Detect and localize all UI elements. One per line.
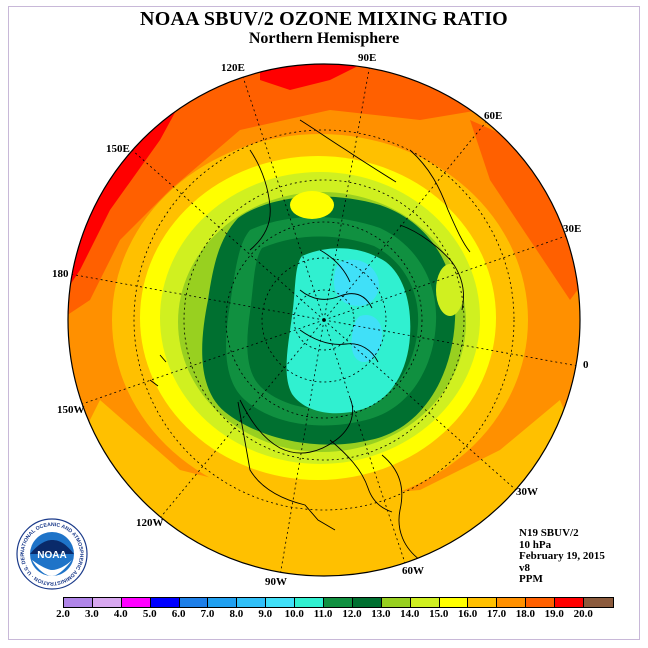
color-scale-label: 20.0 <box>573 608 593 620</box>
lon-label-30w: 30W <box>516 486 538 498</box>
color-scale-label: 5.0 <box>142 608 157 620</box>
info-block: N19 SBUV/2 10 hPa February 19, 2015 v8 P… <box>519 527 605 586</box>
page-title: NOAA SBUV/2 OZONE MIXING RATIO <box>140 8 508 30</box>
color-scale-label: 13.0 <box>371 608 391 620</box>
color-swatch <box>121 598 151 607</box>
lon-label-120w: 120W <box>136 517 164 529</box>
lon-label-150e: 150E <box>106 143 130 155</box>
logo-text: NOAA <box>37 550 66 561</box>
color-swatch <box>439 598 469 607</box>
color-scale-label: 14.0 <box>400 608 420 620</box>
color-scale-label: 10.0 <box>284 608 304 620</box>
page-subtitle: Northern Hemisphere <box>248 30 400 47</box>
color-swatch <box>352 598 382 607</box>
info-pressure: 10 hPa <box>519 538 552 551</box>
color-swatch <box>497 598 527 607</box>
lon-label-90w: 90W <box>265 576 287 588</box>
color-scale-label: 16.0 <box>457 608 478 620</box>
color-scale-label: 6.0 <box>171 608 186 620</box>
noaa-logo-icon: NATIONAL OCEANIC AND ATMOSPHERIC ADMINIS… <box>16 518 88 590</box>
info-date: February 19, 2015 <box>519 550 605 562</box>
color-scale-label: 7.0 <box>200 608 215 620</box>
color-swatch <box>468 598 498 607</box>
color-swatch <box>324 598 353 607</box>
color-swatch <box>179 598 209 607</box>
color-swatch <box>237 598 267 607</box>
color-scale-labels: 2.0 3.0 4.0 5.0 6.0 7.0 8.0 9.0 10.0 11.0 12.0 13.0… <box>56 608 593 622</box>
color-scale-label: 19.0 <box>544 608 564 620</box>
lon-label-120e: 120E <box>221 62 245 74</box>
color-scale-label: 12.0 <box>342 608 362 620</box>
color-swatch <box>526 598 556 607</box>
info-satellite: N19 SBUV/2 <box>519 527 579 539</box>
color-scale-label: 15.0 <box>429 608 449 620</box>
color-swatch <box>584 598 613 607</box>
color-swatch <box>208 598 238 607</box>
info-units: PPM <box>519 573 543 585</box>
coastlines <box>149 119 471 561</box>
color-swatch <box>266 598 296 607</box>
graticule-parallels <box>133 129 515 511</box>
info-version: v8 <box>519 561 530 574</box>
lon-label-60e: 60E <box>484 110 503 122</box>
lon-label-60w: 60W <box>402 565 424 577</box>
color-scale-label: 2.0 <box>56 608 70 620</box>
color-swatch <box>410 598 440 607</box>
lon-label-30e: 30E <box>563 223 582 235</box>
lon-label-0: 0 <box>583 359 589 371</box>
color-swatch <box>555 598 585 607</box>
contour-band-13-east-blob <box>436 264 464 316</box>
color-scale-label: 11.0 <box>313 608 333 620</box>
color-scale-label: 17.0 <box>486 608 507 620</box>
lon-label-180: 180 <box>52 268 69 280</box>
color-swatch <box>381 598 411 607</box>
contour-band-14-north-blob <box>290 191 334 219</box>
color-swatch <box>92 598 122 607</box>
lon-label-150w: 150W <box>57 404 85 416</box>
lon-label-90e: 90E <box>358 52 377 64</box>
contour-band-18-southeast <box>470 120 580 300</box>
color-swatch <box>64 598 93 607</box>
color-scale-label: 18.0 <box>515 608 536 620</box>
color-scale-label: 9.0 <box>258 608 273 620</box>
color-scale-bar <box>63 597 614 608</box>
color-scale-label: 4.0 <box>113 608 128 620</box>
map-boundary <box>67 63 581 577</box>
graticule-meridians <box>69 64 579 576</box>
color-swatch <box>150 598 180 607</box>
contour-band-10 <box>286 248 411 414</box>
color-scale-label: 3.0 <box>85 608 99 620</box>
color-scale-label: 8.0 <box>229 608 244 620</box>
color-swatch <box>295 598 325 607</box>
